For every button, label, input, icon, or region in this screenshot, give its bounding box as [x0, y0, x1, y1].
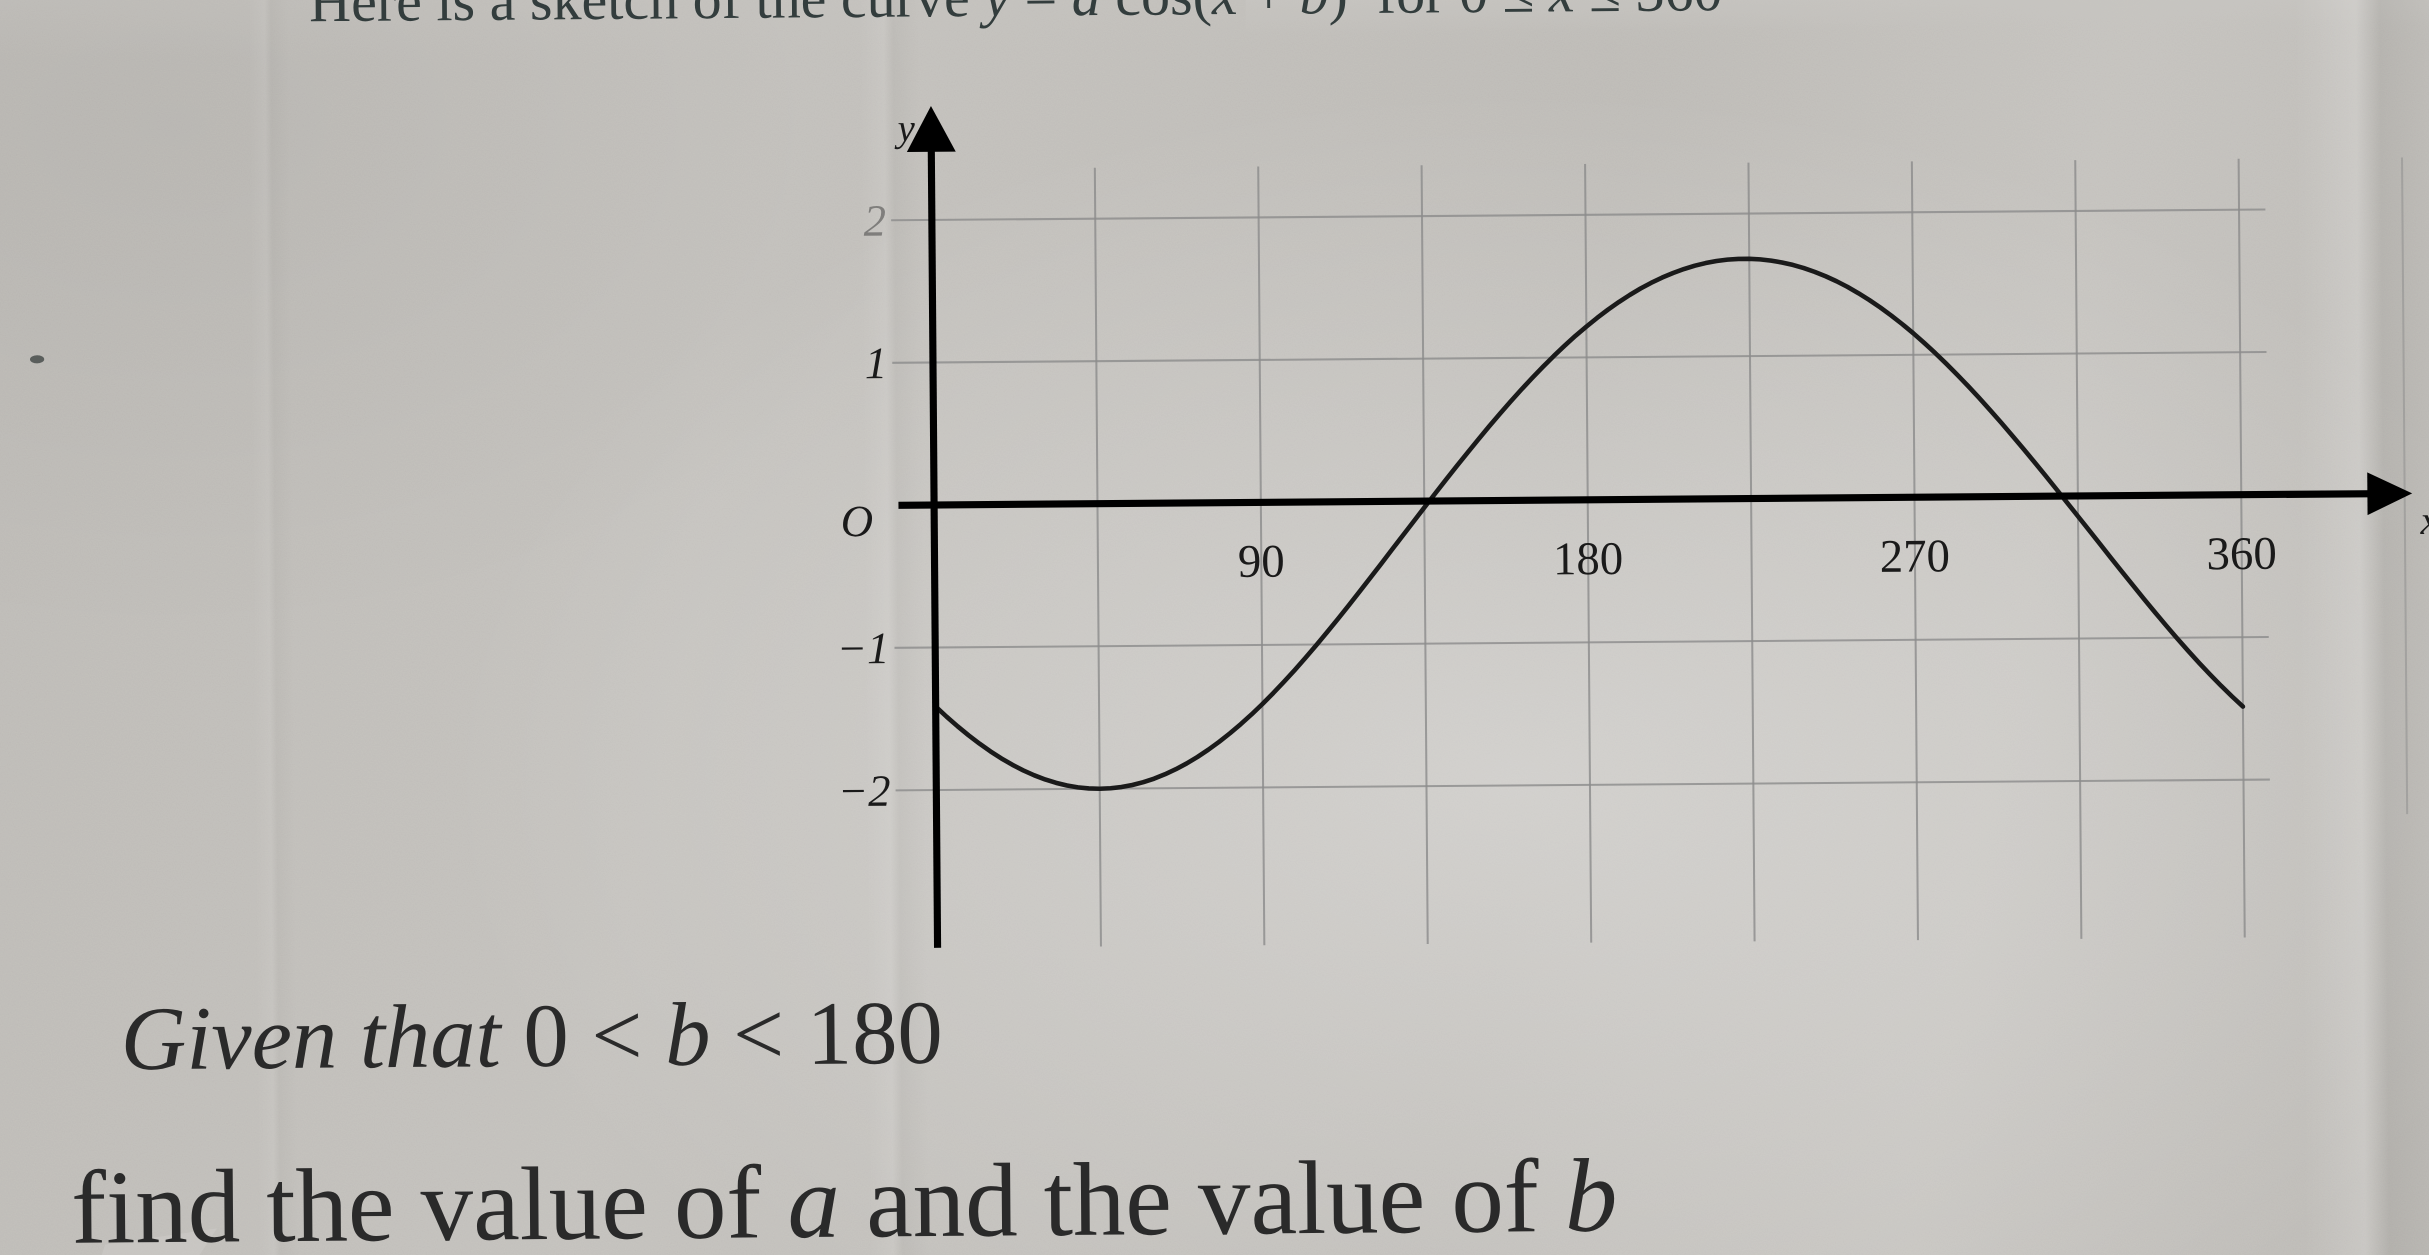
- svg-text:−1: −1: [837, 623, 890, 673]
- svg-text:−2: −2: [838, 766, 891, 816]
- svg-text:1: 1: [865, 338, 888, 388]
- svg-text:2: 2: [863, 196, 886, 246]
- svg-text:y: y: [894, 108, 916, 150]
- svg-text:270: 270: [1880, 530, 1951, 583]
- svg-text:x: x: [2419, 498, 2429, 543]
- svg-text:90: 90: [1238, 536, 1285, 588]
- svg-text:180: 180: [1553, 533, 1624, 586]
- svg-text:O: O: [841, 496, 874, 546]
- svg-text:360: 360: [2206, 528, 2277, 581]
